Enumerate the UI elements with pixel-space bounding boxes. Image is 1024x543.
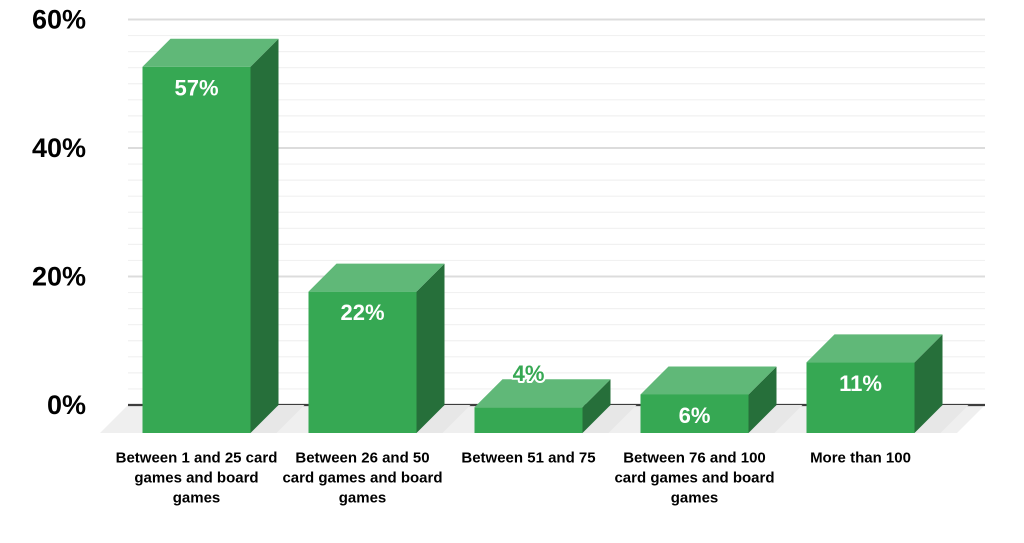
bar-column-4: 6% <box>640 366 803 433</box>
bar-column-5: 11% <box>806 334 969 433</box>
bar-floor-shadow <box>748 405 803 433</box>
bar-top-face <box>308 263 445 292</box>
x-axis-category-labels: Between 1 and 25 card games and board game… <box>116 450 911 507</box>
category-label-line: games and board <box>134 470 258 487</box>
bar-value-label: 4% <box>513 361 545 386</box>
category-label-line: Between 51 and 75 <box>461 450 595 467</box>
bar-value-label: 57% <box>174 75 218 100</box>
bar-floor-shadow <box>582 405 637 433</box>
bar-floor-shadow <box>250 405 305 433</box>
bar-front-face <box>806 362 915 433</box>
category-label-line: card games and board <box>614 470 774 487</box>
y-axis-tick-label: 40% <box>32 133 86 163</box>
bar-column-1: 57% <box>142 38 305 434</box>
bar-top-face <box>806 334 943 363</box>
y-axis: 0% 20% 40% 60% <box>32 5 86 421</box>
bar-side-face <box>914 334 943 433</box>
category-label-line: Between 76 and 100 <box>623 450 766 467</box>
bar-front-face <box>142 66 251 434</box>
category-label-line: Between 1 and 25 card <box>116 450 278 467</box>
bar-value-label: 11% <box>839 371 882 396</box>
bar-value-label: 22% <box>340 300 384 325</box>
bar-top-face <box>640 366 777 395</box>
y-axis-tick-label: 20% <box>32 262 86 292</box>
bar-side-face <box>250 38 279 434</box>
bar-front-face <box>640 394 749 433</box>
bar-column-3: 4% <box>474 359 637 433</box>
category-label-line: card games and board <box>282 470 442 487</box>
bar-front-face <box>308 291 417 433</box>
y-axis-tick-label: 60% <box>32 5 86 35</box>
category-label-line: Between 26 and 50 <box>295 450 429 467</box>
bar-side-face <box>748 366 777 433</box>
category-label-line: games <box>671 490 719 507</box>
category-label-line: games <box>173 490 221 507</box>
bar-floor-shadow <box>914 405 969 433</box>
bar-front-face <box>474 407 583 433</box>
bar-side-face <box>582 379 611 433</box>
bar-value-label: 6% <box>679 403 711 428</box>
bar-floor-shadow <box>416 405 471 433</box>
category-label-line: More than 100 <box>810 450 911 467</box>
category-label-line: games <box>339 490 387 507</box>
y-axis-tick-label: 0% <box>47 390 86 420</box>
bar-top-face <box>474 379 611 408</box>
bar-side-face <box>416 263 445 433</box>
bar-top-face <box>142 38 279 67</box>
bar-column-2: 22% <box>308 263 471 433</box>
